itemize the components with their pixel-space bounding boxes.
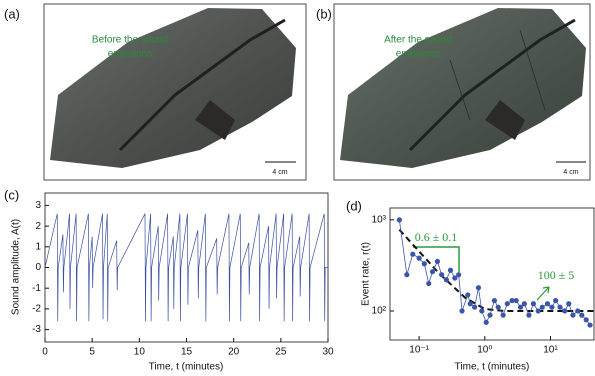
caption: After the sound [384, 35, 452, 46]
fit-line [398, 229, 594, 312]
x-axis-title: Time, t (minutes) [455, 362, 530, 373]
data-point [429, 269, 436, 275]
panel-label: (d) [346, 198, 362, 213]
data-point [495, 304, 501, 310]
caption: emissions [396, 49, 440, 60]
scale-label: 4 cm [563, 169, 578, 176]
data-point [443, 277, 449, 283]
x-tick-label: 5 [89, 347, 95, 358]
plot-frame [389, 207, 595, 341]
x-tick-label: 25 [275, 347, 287, 358]
rock-photo [340, 8, 586, 168]
data-point [535, 308, 541, 314]
data-point [539, 304, 545, 310]
data-point [562, 308, 568, 314]
data-point [421, 261, 427, 267]
x-tick-label: 30 [322, 347, 334, 358]
x-tick-label: 10 [134, 347, 146, 358]
data-point [483, 319, 489, 325]
data-point [426, 280, 432, 287]
data-point [521, 301, 527, 307]
data-point [459, 308, 465, 314]
data-point [513, 297, 519, 304]
arrow [536, 286, 550, 301]
x-tick-label: 10¹ [543, 345, 558, 356]
y-tick-label: 10² [372, 306, 387, 317]
data-point [579, 312, 585, 318]
photo-frame [43, 3, 307, 181]
data-point [487, 312, 493, 318]
data-point [467, 301, 473, 307]
annotation: 0.6 ± 0.1 [415, 230, 458, 244]
data-point [452, 275, 458, 281]
data-point [530, 301, 537, 307]
signal-line [44, 213, 328, 322]
y-tick-label: 10³ [372, 215, 387, 226]
y-tick-label: -2 [32, 304, 41, 315]
data-point [575, 308, 581, 314]
data-point [404, 272, 410, 278]
slope-marker [413, 246, 460, 272]
annotation: 100 ± 5 [538, 268, 575, 282]
data-point [517, 304, 524, 310]
data-point [504, 301, 510, 307]
data-point [472, 304, 478, 310]
data-point [465, 292, 471, 298]
x-tick-label: 10⁻¹ [409, 345, 429, 356]
panel-label: (a) [4, 6, 20, 21]
data-point [416, 255, 422, 261]
y-tick-label: -1 [32, 283, 41, 294]
x-axis-title: Time, t (minutes) [149, 362, 224, 373]
x-tick-label: 10⁰ [477, 345, 492, 356]
y-tick-label: 2 [35, 221, 41, 232]
photo-frame [333, 3, 591, 181]
data-point [549, 304, 555, 310]
caption: emissions [108, 49, 152, 60]
data-point [570, 312, 576, 318]
data-point [456, 272, 462, 278]
data-point [526, 312, 532, 318]
panel-label: (c) [4, 187, 19, 202]
data-point [475, 285, 482, 291]
data-point [509, 297, 515, 304]
y-tick-label: 1 [35, 241, 41, 252]
data-point [439, 272, 445, 278]
data-point [396, 217, 402, 223]
y-axis-title: Event rate, r(t) [361, 242, 372, 306]
plot-frame [44, 192, 329, 343]
data-point [553, 297, 559, 304]
data-point [587, 322, 593, 328]
y-tick-label: -3 [32, 324, 41, 335]
rock-photo [50, 8, 296, 168]
y-tick-label: 0 [35, 262, 41, 273]
x-tick-label: 15 [181, 347, 193, 358]
data-point [491, 297, 498, 304]
data-point [500, 312, 506, 318]
scale-label: 4 cm [272, 169, 287, 176]
panel-label: (b) [316, 6, 332, 21]
data-point [544, 301, 551, 307]
x-tick-label: 0 [42, 347, 48, 358]
y-tick-label: 3 [35, 200, 41, 211]
data-point [447, 267, 454, 273]
data-point [583, 317, 589, 323]
data-point [410, 251, 416, 257]
caption: Before the sound [92, 35, 168, 46]
data-point [434, 258, 441, 265]
data-point [479, 308, 485, 314]
data-point [557, 304, 563, 310]
y-axis-title: Sound amplitude, A(t) [11, 219, 22, 315]
data-point [566, 301, 572, 307]
x-tick-label: 20 [228, 347, 240, 358]
